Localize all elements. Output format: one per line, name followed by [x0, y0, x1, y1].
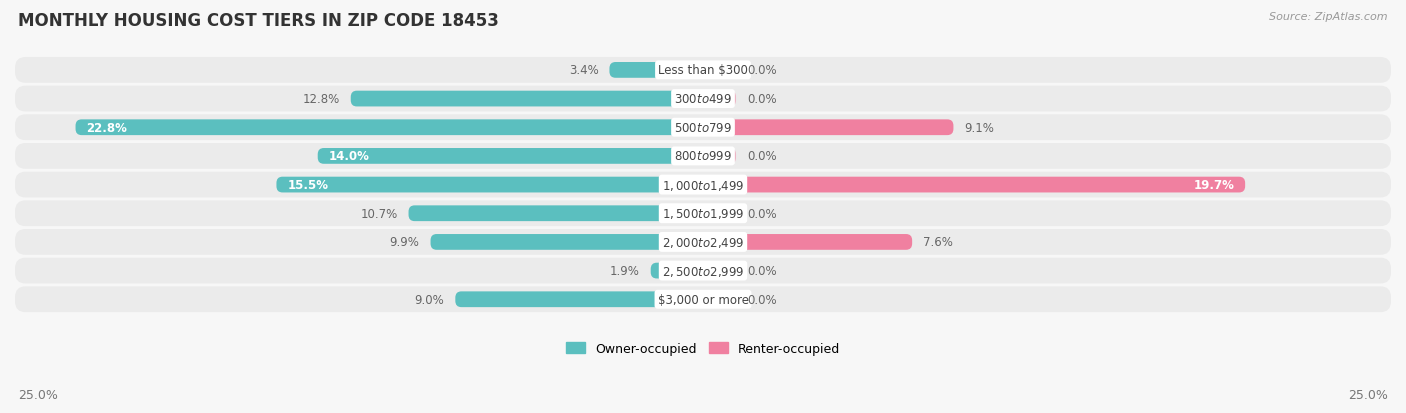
Text: MONTHLY HOUSING COST TIERS IN ZIP CODE 18453: MONTHLY HOUSING COST TIERS IN ZIP CODE 1…: [18, 12, 499, 30]
Text: $500 to $799: $500 to $799: [673, 121, 733, 134]
FancyBboxPatch shape: [15, 258, 1391, 284]
FancyBboxPatch shape: [456, 292, 703, 307]
Text: 22.8%: 22.8%: [87, 121, 128, 134]
Text: $300 to $499: $300 to $499: [673, 93, 733, 106]
FancyBboxPatch shape: [651, 263, 703, 279]
FancyBboxPatch shape: [703, 63, 735, 78]
Text: 0.0%: 0.0%: [747, 150, 776, 163]
FancyBboxPatch shape: [703, 91, 735, 107]
FancyBboxPatch shape: [15, 230, 1391, 255]
FancyBboxPatch shape: [76, 120, 703, 136]
FancyBboxPatch shape: [430, 235, 703, 250]
Text: $2,500 to $2,999: $2,500 to $2,999: [662, 264, 744, 278]
Text: $800 to $999: $800 to $999: [673, 150, 733, 163]
FancyBboxPatch shape: [15, 86, 1391, 112]
FancyBboxPatch shape: [409, 206, 703, 222]
Text: 0.0%: 0.0%: [747, 64, 776, 77]
Text: 0.0%: 0.0%: [747, 207, 776, 220]
Text: 19.7%: 19.7%: [1194, 179, 1234, 192]
FancyBboxPatch shape: [15, 144, 1391, 169]
FancyBboxPatch shape: [703, 149, 735, 164]
FancyBboxPatch shape: [703, 263, 735, 279]
Text: 9.9%: 9.9%: [389, 236, 419, 249]
Text: 15.5%: 15.5%: [287, 179, 329, 192]
FancyBboxPatch shape: [703, 235, 912, 250]
Text: 9.1%: 9.1%: [965, 121, 994, 134]
FancyBboxPatch shape: [15, 58, 1391, 83]
FancyBboxPatch shape: [318, 149, 703, 164]
FancyBboxPatch shape: [703, 292, 735, 307]
FancyBboxPatch shape: [703, 120, 953, 136]
Text: Source: ZipAtlas.com: Source: ZipAtlas.com: [1270, 12, 1388, 22]
Text: 0.0%: 0.0%: [747, 293, 776, 306]
FancyBboxPatch shape: [15, 287, 1391, 312]
Text: 10.7%: 10.7%: [360, 207, 398, 220]
Text: 0.0%: 0.0%: [747, 264, 776, 278]
Text: 1.9%: 1.9%: [610, 264, 640, 278]
FancyBboxPatch shape: [350, 91, 703, 107]
Text: $2,000 to $2,499: $2,000 to $2,499: [662, 235, 744, 249]
Text: 12.8%: 12.8%: [302, 93, 340, 106]
FancyBboxPatch shape: [703, 206, 735, 222]
FancyBboxPatch shape: [609, 63, 703, 78]
Text: 0.0%: 0.0%: [747, 93, 776, 106]
Text: 25.0%: 25.0%: [18, 388, 58, 401]
Text: $1,500 to $1,999: $1,500 to $1,999: [662, 207, 744, 221]
Legend: Owner-occupied, Renter-occupied: Owner-occupied, Renter-occupied: [561, 337, 845, 360]
Text: 9.0%: 9.0%: [415, 293, 444, 306]
Text: $1,000 to $1,499: $1,000 to $1,499: [662, 178, 744, 192]
FancyBboxPatch shape: [15, 172, 1391, 198]
FancyBboxPatch shape: [15, 201, 1391, 227]
Text: 14.0%: 14.0%: [329, 150, 370, 163]
Text: Less than $300: Less than $300: [658, 64, 748, 77]
FancyBboxPatch shape: [277, 177, 703, 193]
FancyBboxPatch shape: [15, 115, 1391, 141]
FancyBboxPatch shape: [703, 177, 1246, 193]
Text: $3,000 or more: $3,000 or more: [658, 293, 748, 306]
Text: 7.6%: 7.6%: [924, 236, 953, 249]
Text: 3.4%: 3.4%: [568, 64, 599, 77]
Text: 25.0%: 25.0%: [1348, 388, 1388, 401]
